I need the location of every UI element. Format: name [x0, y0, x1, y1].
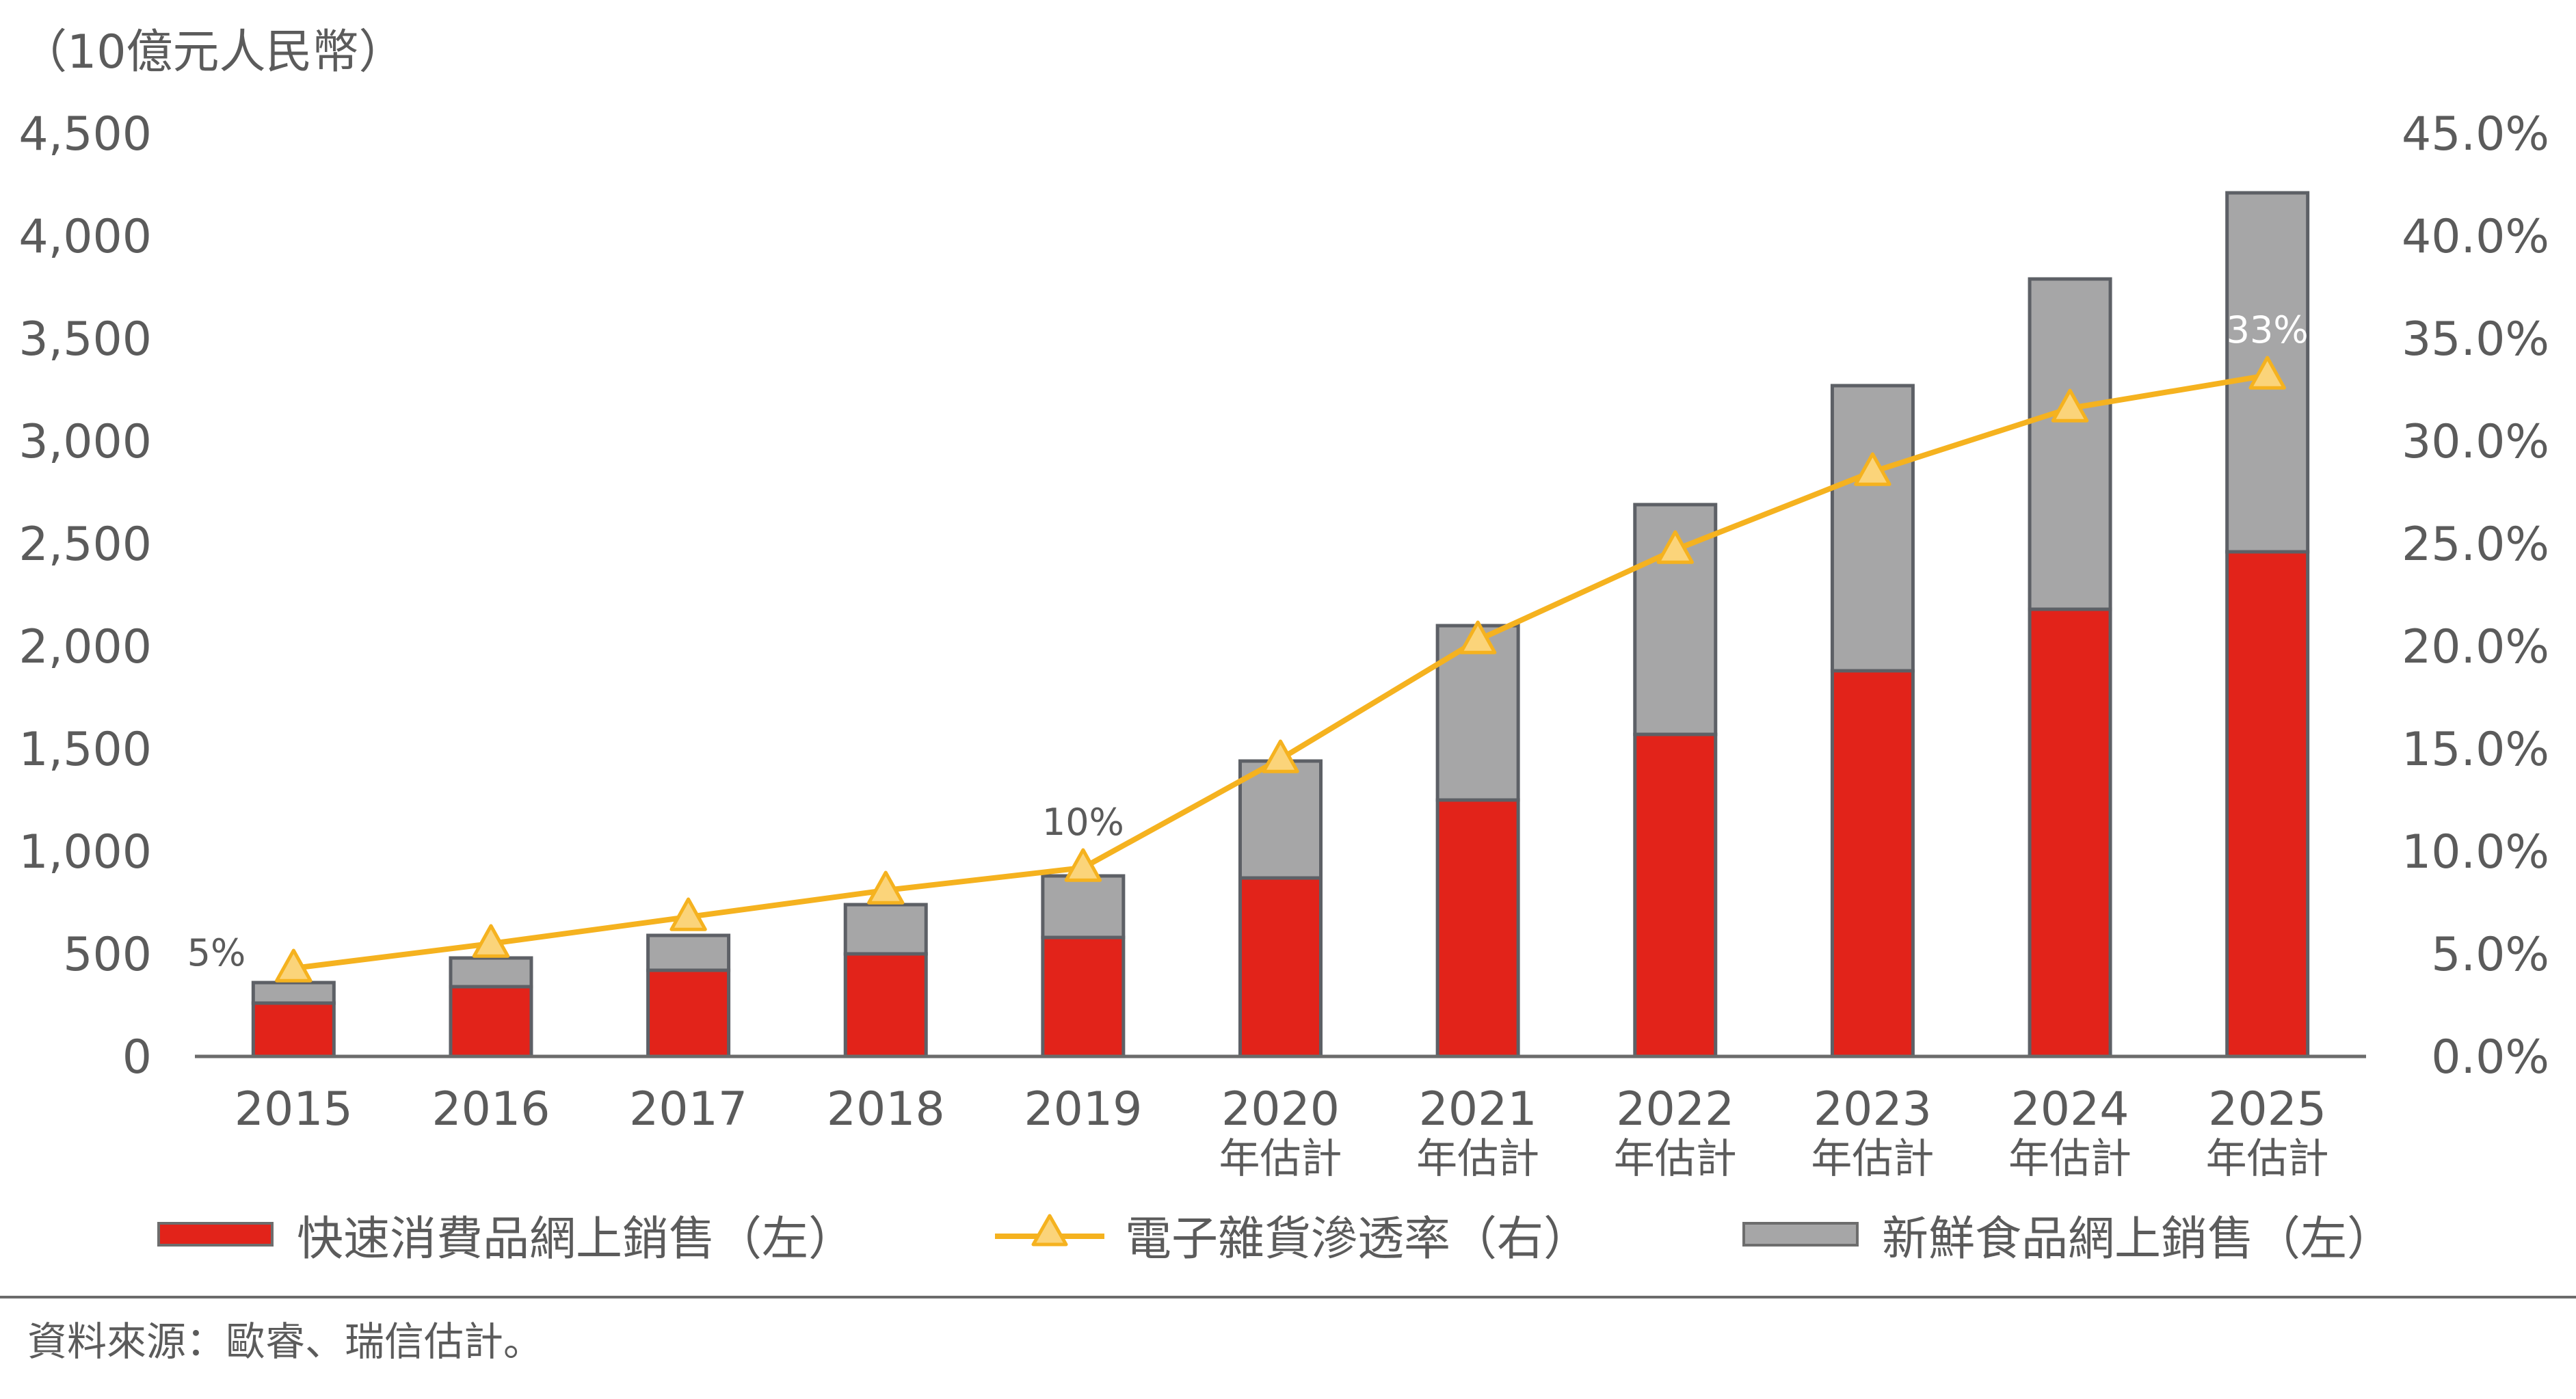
left-axis-ticks: 0 500 1,000 1,500 2,000 2,500 3,000 3,500 4,000 4…	[18, 107, 152, 1084]
penetration-marker	[1262, 739, 1299, 773]
bar-fresh	[251, 981, 336, 1005]
penetration-swatch	[995, 1214, 1104, 1247]
penetration-marker	[2248, 356, 2286, 390]
x-tick-sublabel: 年估計	[1219, 1135, 1342, 1183]
bar-fresh	[2028, 277, 2112, 611]
annotations: 5% 10% 33%	[187, 308, 2309, 974]
right-tick-label: 40.0%	[2402, 210, 2549, 264]
bar-fmcg	[251, 1001, 336, 1058]
fmcg-swatch	[157, 1222, 274, 1247]
bar-fmcg	[1830, 669, 1915, 1058]
left-tick-label: 1,000	[18, 825, 152, 879]
bar-fmcg	[2028, 607, 2112, 1058]
penetration-line	[275, 356, 2286, 983]
x-tick-label: 2019	[1024, 1082, 1142, 1136]
bar-fmcg	[449, 985, 533, 1058]
right-tick-label: 5.0%	[2431, 928, 2549, 982]
penetration-combo-chart: 0 500 1,000 1,500 2,000 2,500 3,000 3,500 4,000 4…	[18, 107, 2549, 1183]
penetration-marker	[2051, 388, 2089, 423]
left-tick-label: 3,500	[18, 312, 152, 367]
legend-label-fmcg: 快速消費品網上銷售（左）	[297, 1212, 855, 1266]
legend-label-penetration: 電子雜貨滲透率（右）	[1125, 1212, 1591, 1266]
right-tick-label: 45.0%	[2402, 107, 2549, 161]
data-label: 5%	[187, 931, 246, 974]
right-tick-label: 15.0%	[2402, 723, 2549, 777]
bar-fmcg	[1633, 732, 1718, 1058]
x-tick-sublabel: 年估計	[1614, 1135, 1737, 1183]
bar-fmcg	[646, 968, 731, 1058]
bar-fresh	[1238, 759, 1323, 880]
penetration-marker	[1656, 530, 1694, 564]
bar-fmcg	[2225, 550, 2310, 1058]
x-tick-label: 2021	[1419, 1082, 1537, 1136]
y-axis-unit-label: （10億元人民幣）	[21, 25, 406, 79]
bar-fresh	[1041, 874, 1126, 940]
bar-fresh	[843, 903, 928, 956]
x-tick-sublabel: 年估計	[2008, 1135, 2132, 1183]
legend-item-fmcg: 快速消費品網上銷售（左）	[157, 1203, 855, 1266]
right-axis-ticks: 0.0% 5.0% 10.0% 15.0% 20.0% 25.0% 30.0% 35.0% 40…	[2402, 107, 2549, 1084]
left-tick-label: 2,000	[18, 620, 152, 674]
x-tick-label: 2020	[1221, 1082, 1340, 1136]
right-tick-label: 30.0%	[2402, 415, 2549, 469]
data-label: 10%	[1042, 801, 1124, 844]
bar-fmcg	[1435, 798, 1520, 1058]
left-tick-label: 3,000	[18, 415, 152, 469]
bar-fresh	[1830, 384, 1915, 673]
penetration-marker	[275, 948, 313, 983]
stacked-bars	[251, 191, 2310, 1058]
right-tick-label: 35.0%	[2402, 312, 2549, 367]
left-tick-label: 1,500	[18, 723, 152, 777]
left-tick-label: 0	[122, 1030, 152, 1084]
penetration-marker	[867, 870, 905, 905]
legend-label-fresh: 新鮮食品網上銷售（左）	[1882, 1212, 2394, 1266]
x-tick-sublabel: 年估計	[2206, 1135, 2329, 1183]
penetration-marker	[1064, 848, 1102, 882]
penetration-marker	[1854, 452, 1891, 486]
right-tick-label: 25.0%	[2402, 518, 2549, 572]
x-tick-label: 2017	[629, 1082, 747, 1136]
x-tick-sublabel: 年估計	[1416, 1135, 1539, 1183]
penetration-marker	[472, 924, 510, 958]
left-tick-label: 4,000	[18, 210, 152, 264]
x-axis-labels: 2015 2016 2017 2018 2019 2020年估計2021年估計2022年估…	[235, 1082, 2329, 1183]
x-tick-label: 2018	[827, 1082, 945, 1136]
x-tick-label: 2024	[2011, 1082, 2129, 1136]
x-tick-label: 2016	[431, 1082, 550, 1136]
bar-fmcg	[1041, 935, 1126, 1058]
bar-fresh	[646, 933, 731, 972]
left-tick-label: 2,500	[18, 518, 152, 572]
x-tick-sublabel: 年估計	[1811, 1135, 1934, 1183]
footer-divider	[0, 1296, 2576, 1298]
penetration-marker	[669, 897, 707, 931]
x-tick-label: 2025	[2208, 1082, 2326, 1136]
x-tick-label: 2015	[235, 1082, 353, 1136]
legend-item-fresh: 新鮮食品網上銷售（左）	[1742, 1203, 2394, 1266]
bar-fresh	[449, 956, 533, 989]
left-tick-label: 4,500	[18, 107, 152, 161]
x-tick-label: 2023	[1814, 1082, 1932, 1136]
x-tick-label: 2022	[1616, 1082, 1734, 1136]
legend-item-penetration: 電子雜貨滲透率（右）	[995, 1203, 1591, 1266]
right-tick-label: 0.0%	[2431, 1030, 2549, 1084]
source-note: 資料來源：歐睿、瑞信估計。	[27, 1318, 544, 1365]
right-tick-label: 10.0%	[2402, 825, 2549, 879]
right-tick-label: 20.0%	[2402, 620, 2549, 674]
fresh-swatch	[1742, 1222, 1859, 1247]
bar-fmcg	[843, 952, 928, 1058]
bar-fmcg	[1238, 876, 1323, 1058]
left-tick-label: 500	[63, 928, 152, 982]
penetration-marker	[1459, 620, 1497, 654]
data-label: 33%	[2227, 308, 2309, 351]
